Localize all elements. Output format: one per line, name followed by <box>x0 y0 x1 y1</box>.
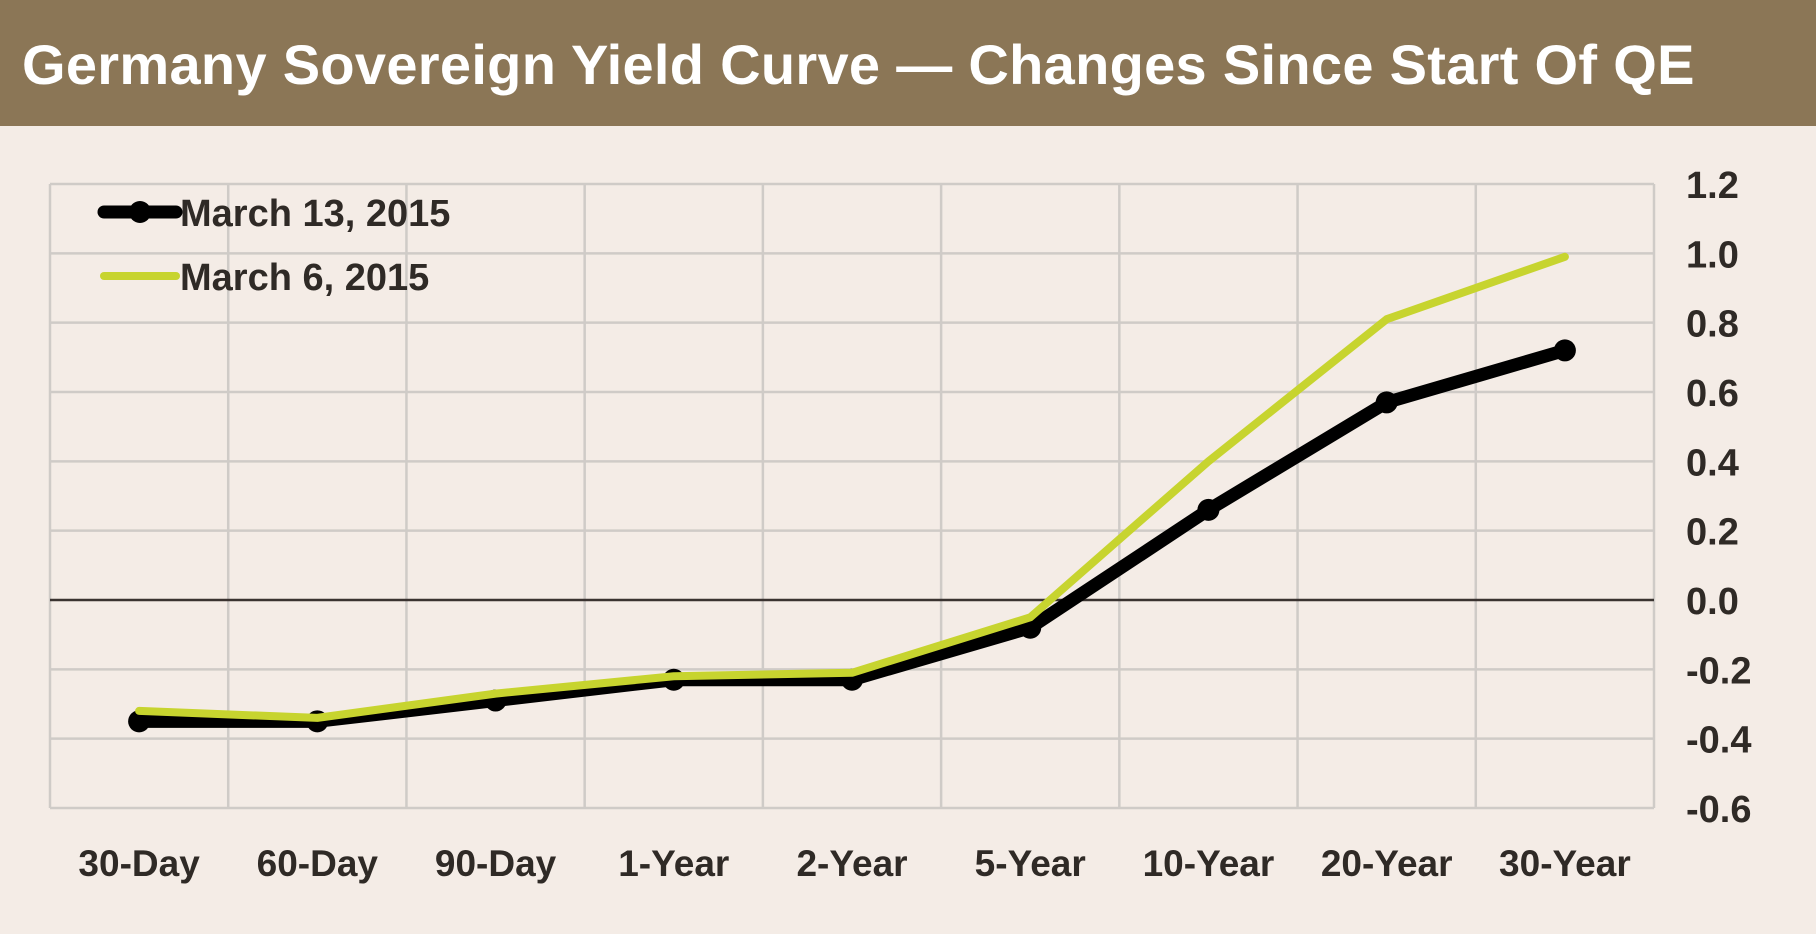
legend-item-march-13-2015: March 13, 2015 <box>97 193 450 235</box>
x-tick-label: 2-Year <box>796 843 907 884</box>
series-line <box>132 343 1572 728</box>
y-tick-label: -0.6 <box>1686 789 1751 831</box>
y-tick-label: 0.4 <box>1686 442 1739 484</box>
y-tick-label: 1.0 <box>1686 234 1739 276</box>
legend-marker <box>129 201 151 223</box>
x-tick-label: 60-Day <box>257 843 379 884</box>
y-tick-label: -0.2 <box>1686 650 1751 692</box>
y-tick-label: 0.2 <box>1686 512 1739 554</box>
y-tick-label: 0.6 <box>1686 373 1739 415</box>
data-point <box>1553 339 1576 362</box>
y-tick-label: -0.4 <box>1686 720 1751 762</box>
series-lines <box>128 252 1576 733</box>
legend-label: March 6, 2015 <box>180 257 429 299</box>
data-point <box>1197 498 1220 521</box>
x-tick-label: 10-Year <box>1143 843 1275 884</box>
data-point <box>1375 391 1398 414</box>
y-tick-label: 0.0 <box>1686 581 1739 623</box>
x-tick-label: 30-Day <box>78 843 200 884</box>
x-tick-label: 30-Year <box>1499 843 1631 884</box>
page-title: Germany Sovereign Yield Curve — Changes … <box>22 33 1695 96</box>
x-tick-label: 20-Year <box>1321 843 1453 884</box>
y-tick-label: 0.8 <box>1686 304 1739 346</box>
legend-label: March 13, 2015 <box>180 193 450 235</box>
legend: March 13, 2015 March 6, 2015 <box>97 193 450 299</box>
x-tick-label: 90-Day <box>435 843 557 884</box>
x-axis-ticks: 30-Day 60-Day 90-Day 1-Year 2-Year 5-Year 10-Y… <box>78 843 1630 884</box>
series-line <box>135 252 1569 722</box>
x-tick-label: 5-Year <box>975 843 1086 884</box>
series-march-6-2015 <box>135 252 1569 722</box>
title-bar: Germany Sovereign Yield Curve — Changes … <box>0 0 1816 126</box>
y-axis-ticks: 1.2 1.0 0.8 0.6 0.4 0.2 0.0 -0.2 -0.4 -0.6 <box>1686 165 1751 831</box>
x-tick-label: 1-Year <box>618 843 729 884</box>
data-point <box>128 710 151 733</box>
legend-item-march-6-2015: March 6, 2015 <box>100 257 429 299</box>
y-tick-label: 1.2 <box>1686 165 1739 207</box>
